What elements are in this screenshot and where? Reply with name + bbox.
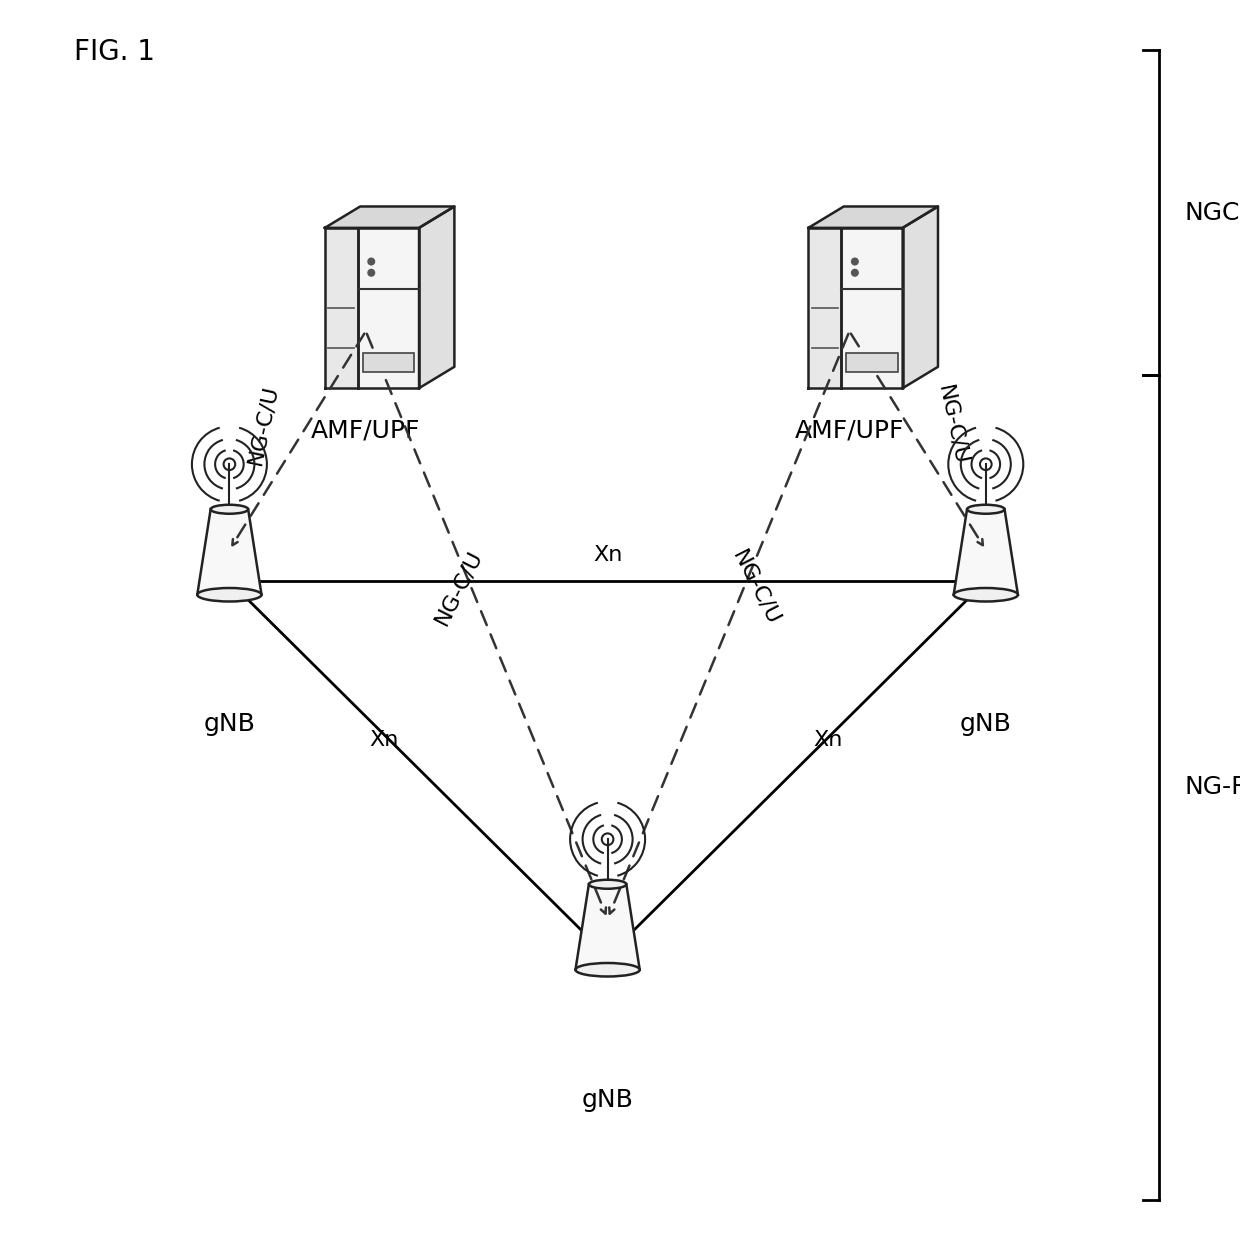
Text: gNB: gNB bbox=[582, 1088, 634, 1111]
Text: Xn: Xn bbox=[370, 730, 399, 750]
Polygon shape bbox=[575, 884, 640, 970]
Ellipse shape bbox=[954, 588, 1018, 601]
Ellipse shape bbox=[575, 962, 640, 976]
Polygon shape bbox=[903, 206, 937, 389]
Ellipse shape bbox=[197, 588, 262, 601]
Polygon shape bbox=[325, 228, 358, 389]
Circle shape bbox=[852, 259, 858, 265]
Circle shape bbox=[368, 270, 374, 276]
Text: Xn: Xn bbox=[593, 545, 622, 565]
Text: gNB: gNB bbox=[960, 712, 1012, 736]
Text: FIG. 1: FIG. 1 bbox=[74, 38, 155, 65]
Ellipse shape bbox=[967, 505, 1004, 514]
Text: Xn: Xn bbox=[813, 730, 843, 750]
Polygon shape bbox=[808, 206, 937, 228]
Text: gNB: gNB bbox=[203, 712, 255, 736]
Ellipse shape bbox=[589, 880, 626, 889]
Text: NG-C/U: NG-C/U bbox=[244, 384, 281, 466]
Circle shape bbox=[368, 259, 374, 265]
Circle shape bbox=[852, 270, 858, 276]
Text: AMF/UPF: AMF/UPF bbox=[795, 419, 904, 442]
Text: NGC: NGC bbox=[1184, 200, 1240, 225]
Polygon shape bbox=[197, 509, 262, 595]
Text: NG-RAN: NG-RAN bbox=[1184, 775, 1240, 800]
Text: AMF/UPF: AMF/UPF bbox=[311, 419, 420, 442]
Text: NG-C/U: NG-C/U bbox=[729, 546, 784, 629]
Ellipse shape bbox=[211, 505, 248, 514]
Polygon shape bbox=[325, 206, 454, 228]
Polygon shape bbox=[358, 228, 419, 389]
Polygon shape bbox=[808, 228, 842, 389]
Text: NG-C/U: NG-C/U bbox=[934, 384, 971, 466]
Bar bbox=[846, 352, 898, 372]
Polygon shape bbox=[842, 228, 903, 389]
Polygon shape bbox=[954, 509, 1018, 595]
Polygon shape bbox=[419, 206, 454, 389]
Text: NG-C/U: NG-C/U bbox=[432, 546, 486, 629]
Bar bbox=[362, 352, 414, 372]
